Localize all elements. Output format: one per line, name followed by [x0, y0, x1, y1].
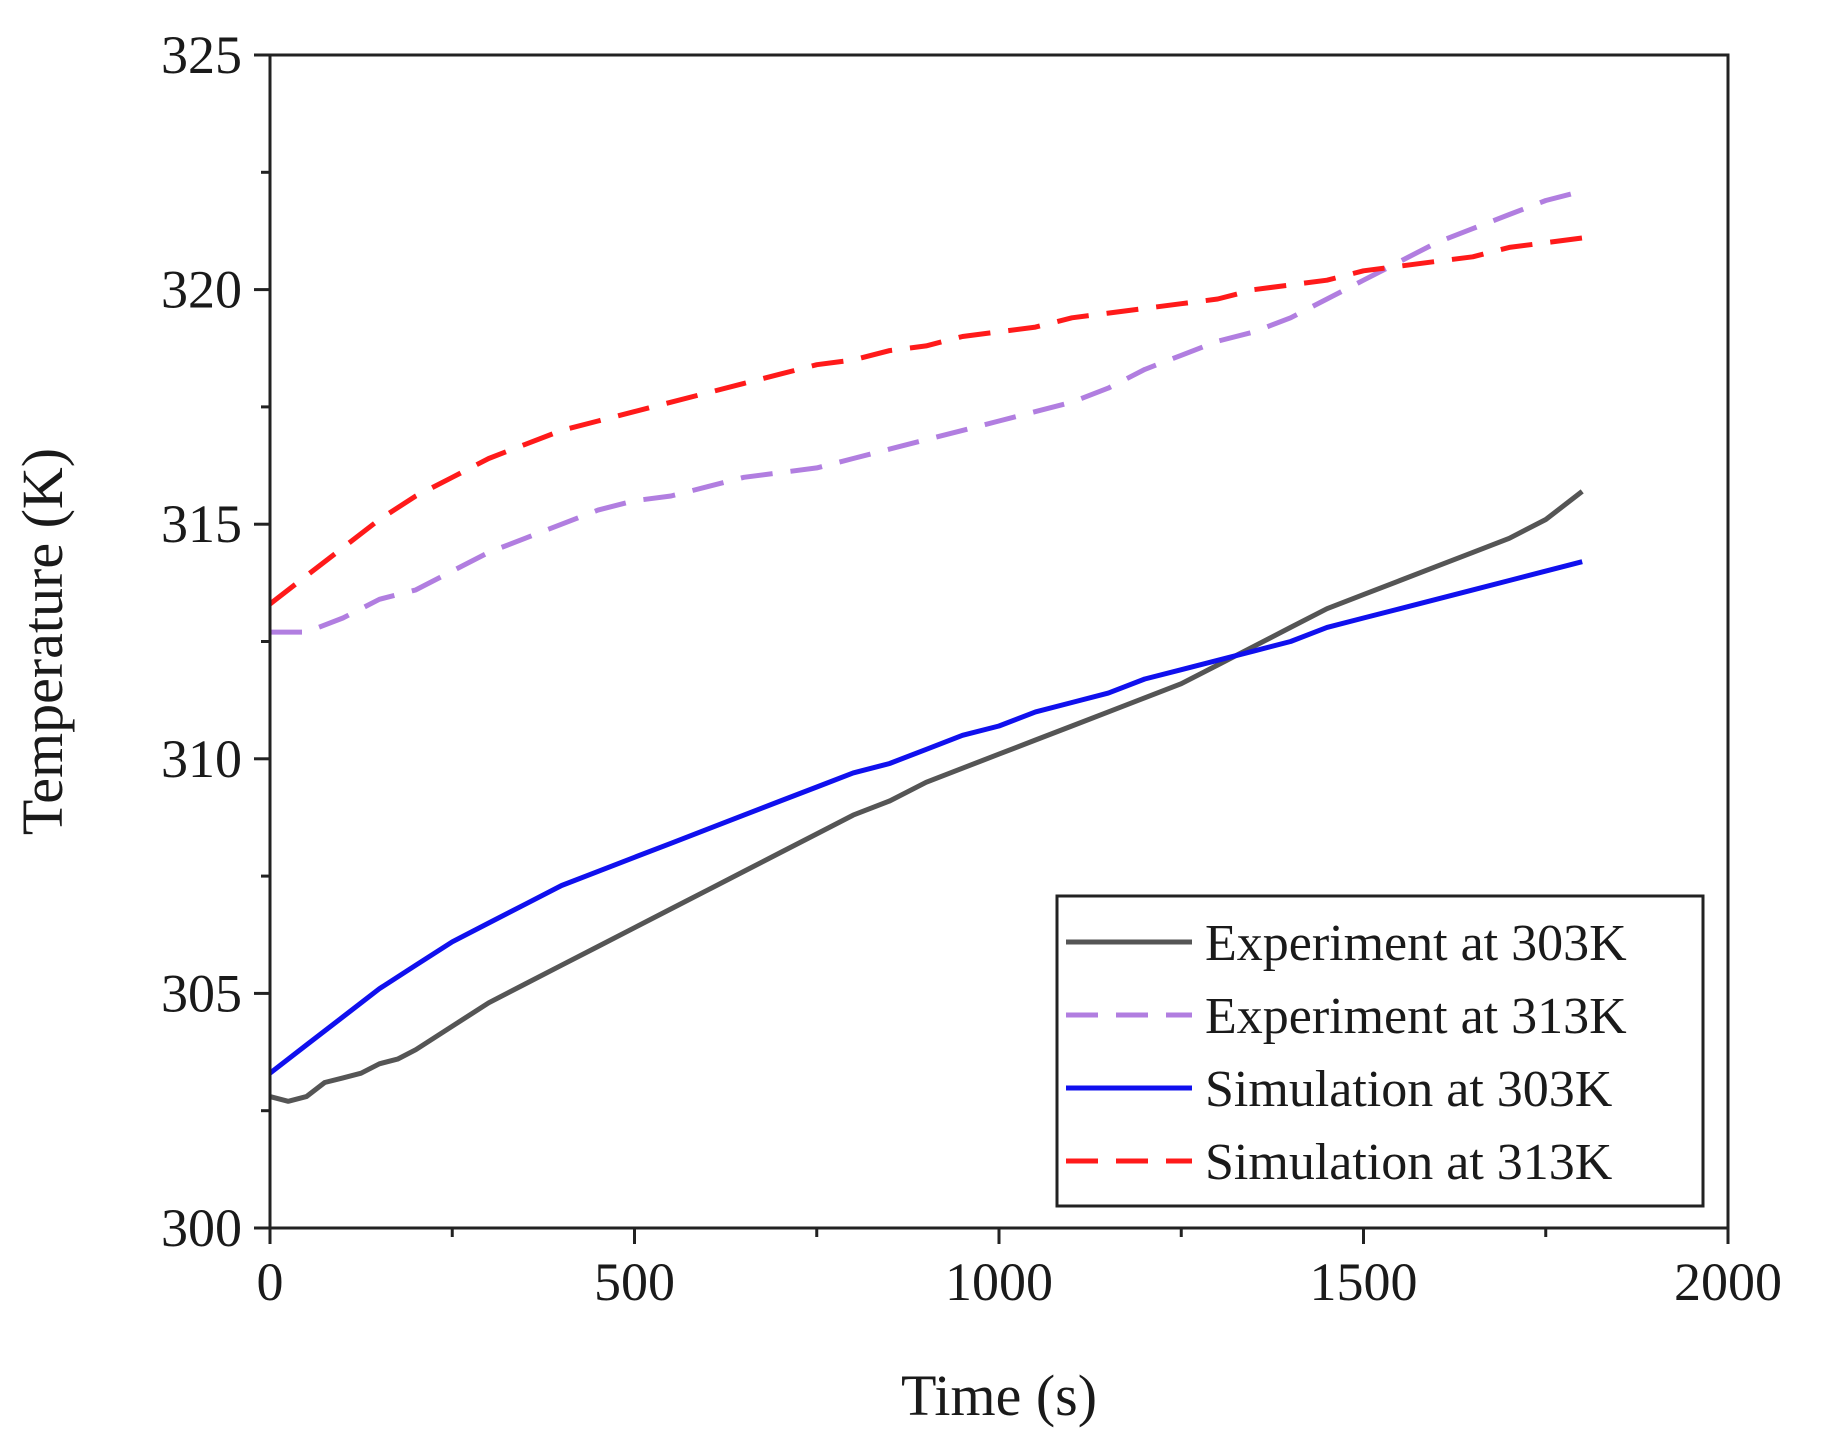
- y-tick-label: 320: [161, 260, 242, 320]
- y-tick-label: 325: [161, 25, 242, 85]
- x-tick-label: 1000: [945, 1252, 1053, 1312]
- y-tick-label: 300: [161, 1198, 242, 1258]
- plot-area: [268, 188, 1584, 1104]
- legend-label: Simulation at 313K: [1205, 1134, 1613, 1191]
- legend-label: Experiment at 303K: [1205, 915, 1627, 972]
- series-line-experiment-at-303k: [269, 489, 1584, 1104]
- y-axis: 300 305 310 315 320 325: [161, 25, 270, 1258]
- x-tick-label: 0: [257, 1252, 284, 1312]
- legend: Experiment at 303K Experiment at 313K Simu…: [1055, 894, 1705, 1208]
- x-axis-title: Time (s): [901, 1363, 1097, 1428]
- legend-label: Simulation at 303K: [1205, 1061, 1613, 1118]
- legend-label: Experiment at 313K: [1205, 988, 1627, 1045]
- x-tick-label: 1500: [1310, 1252, 1418, 1312]
- y-axis-title: Temperature (K): [10, 448, 75, 835]
- series-line-simulation-at-303k: [268, 559, 1583, 1076]
- x-tick-label: 500: [594, 1252, 675, 1312]
- series-line-simulation-at-313k: [268, 235, 1583, 606]
- x-tick-label: 2000: [1674, 1252, 1782, 1312]
- x-axis: 0 500 1000 1500 2000: [257, 1228, 1782, 1312]
- series-line-experiment-at-313k: [270, 188, 1583, 635]
- y-tick-label: 315: [161, 494, 242, 554]
- y-tick-label: 310: [161, 729, 242, 789]
- y-tick-label: 305: [161, 963, 242, 1023]
- legend-box: [1055, 894, 1705, 1208]
